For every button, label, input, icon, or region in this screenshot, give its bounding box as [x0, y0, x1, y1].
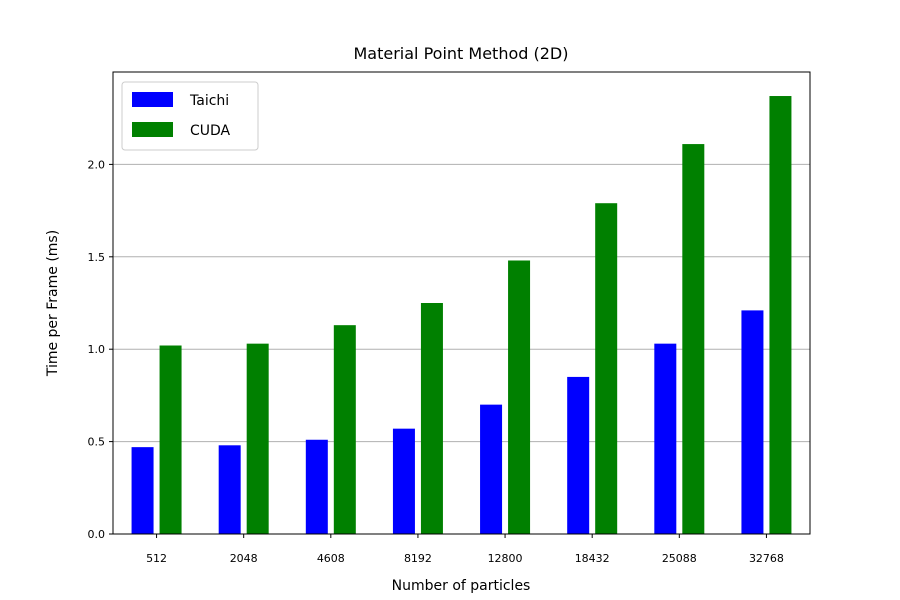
bar-cuda-8192 — [420, 303, 443, 534]
bar-taichi-18432 — [567, 376, 590, 534]
bar-taichi-8192 — [392, 428, 415, 534]
bar-taichi-4608 — [305, 439, 328, 534]
y-axis-label: Time per Frame (ms) — [45, 230, 61, 377]
x-tick-label: 2048 — [230, 552, 258, 565]
bar-taichi-12800 — [480, 404, 503, 534]
legend-label-cuda: CUDA — [190, 123, 231, 139]
bar-taichi-512 — [131, 447, 154, 534]
x-tick-label: 512 — [146, 552, 167, 565]
bar-cuda-32768 — [769, 96, 792, 535]
bars — [131, 96, 792, 535]
bar-cuda-2048 — [246, 343, 269, 534]
bar-cuda-18432 — [595, 203, 618, 534]
y-tick-label: 1.5 — [88, 251, 106, 264]
x-tick-label: 12800 — [488, 552, 523, 565]
x-tick-label: 25088 — [662, 552, 697, 565]
legend: Taichi CUDA — [121, 81, 259, 151]
chart-title: Material Point Method (2D) — [354, 44, 569, 63]
y-tick-label: 1.0 — [88, 343, 106, 356]
x-tick-label: 32768 — [749, 552, 784, 565]
legend-label-taichi: Taichi — [189, 93, 229, 109]
bar-cuda-4608 — [333, 325, 356, 534]
grid — [113, 163, 810, 443]
bar-cuda-12800 — [508, 260, 531, 534]
x-axis-label: Number of particles — [392, 578, 531, 594]
plot-frame — [112, 71, 811, 535]
bar-taichi-2048 — [218, 445, 241, 534]
legend-swatch-cuda — [132, 122, 173, 137]
bar-taichi-25088 — [654, 343, 677, 534]
y-tick-label: 2.0 — [88, 158, 106, 171]
bar-cuda-25088 — [682, 144, 705, 534]
x-tick-label: 8192 — [404, 552, 432, 565]
legend-swatch-taichi — [132, 92, 173, 107]
y-tick-label: 0.5 — [88, 436, 106, 449]
y-tick-label: 0.0 — [88, 528, 106, 541]
x-tick-label: 4608 — [317, 552, 345, 565]
axis-ticks: 0.0 0.5 1.0 1.5 2.0 512 2048 4608 8192 12800 18432… — [88, 158, 784, 565]
bar-cuda-512 — [159, 345, 182, 534]
bar-taichi-32768 — [741, 310, 764, 534]
x-tick-label: 18432 — [575, 552, 610, 565]
